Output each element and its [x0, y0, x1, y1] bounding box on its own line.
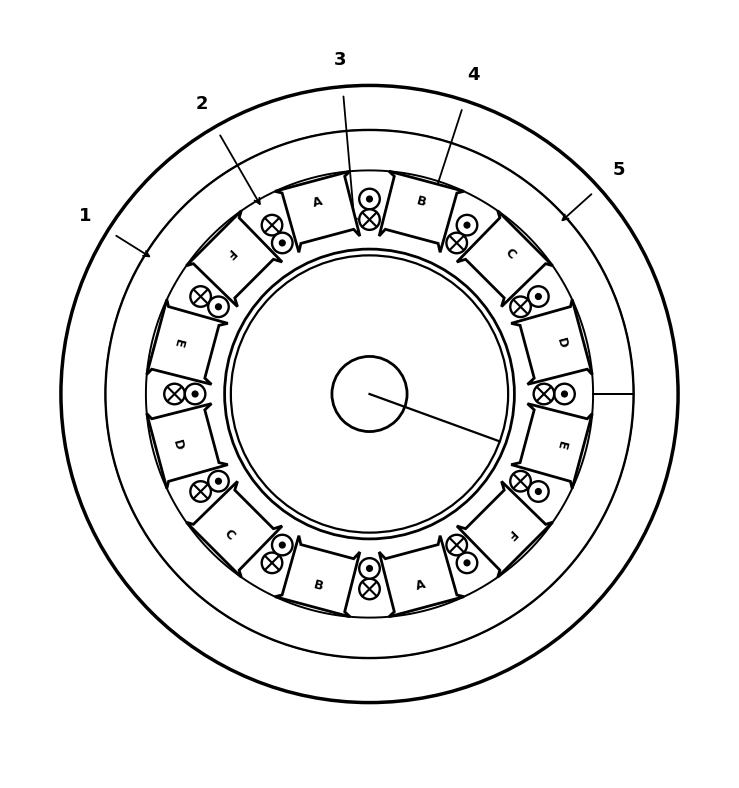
Text: D: D	[554, 336, 569, 349]
Polygon shape	[147, 299, 228, 385]
Circle shape	[191, 481, 211, 502]
Circle shape	[185, 384, 205, 404]
Text: A: A	[415, 578, 427, 593]
Circle shape	[216, 478, 222, 484]
Circle shape	[262, 215, 282, 236]
Circle shape	[528, 481, 548, 502]
Circle shape	[446, 232, 467, 253]
Polygon shape	[511, 299, 592, 385]
Text: 1: 1	[79, 207, 92, 225]
Circle shape	[262, 552, 282, 573]
Circle shape	[554, 384, 575, 404]
Text: 5: 5	[613, 161, 625, 179]
Circle shape	[536, 489, 541, 494]
Polygon shape	[379, 171, 464, 252]
Polygon shape	[457, 481, 553, 577]
Text: B: B	[312, 578, 324, 593]
Circle shape	[106, 130, 633, 658]
Polygon shape	[147, 403, 228, 489]
Circle shape	[528, 286, 548, 307]
Circle shape	[367, 566, 372, 571]
Circle shape	[208, 296, 229, 317]
Text: A: A	[312, 195, 324, 210]
Circle shape	[208, 471, 229, 492]
Circle shape	[359, 188, 380, 210]
Circle shape	[457, 552, 477, 573]
Circle shape	[279, 542, 285, 548]
Circle shape	[216, 304, 222, 310]
Circle shape	[510, 296, 531, 317]
Text: C: C	[502, 246, 518, 262]
Polygon shape	[186, 481, 282, 577]
Circle shape	[464, 560, 470, 566]
Circle shape	[534, 384, 554, 404]
Polygon shape	[457, 211, 553, 307]
Circle shape	[464, 222, 470, 228]
Text: F: F	[222, 246, 236, 261]
Polygon shape	[511, 403, 592, 489]
Polygon shape	[379, 536, 464, 617]
Text: F: F	[503, 527, 517, 542]
Text: E: E	[554, 440, 569, 452]
Circle shape	[359, 558, 380, 578]
Polygon shape	[106, 130, 633, 658]
Circle shape	[359, 210, 380, 230]
Circle shape	[536, 294, 541, 299]
Circle shape	[279, 240, 285, 246]
Circle shape	[446, 535, 467, 556]
Circle shape	[332, 356, 407, 432]
Text: 4: 4	[467, 66, 480, 84]
Polygon shape	[275, 536, 360, 617]
Circle shape	[225, 249, 514, 539]
Circle shape	[164, 384, 185, 404]
Circle shape	[61, 85, 678, 703]
Circle shape	[510, 471, 531, 492]
Circle shape	[359, 578, 380, 600]
Text: 2: 2	[196, 95, 208, 113]
Text: D: D	[170, 439, 185, 452]
Text: E: E	[170, 336, 185, 348]
Text: C: C	[221, 526, 237, 542]
Circle shape	[272, 232, 293, 253]
Circle shape	[272, 535, 293, 556]
Circle shape	[192, 391, 198, 397]
Text: B: B	[415, 195, 427, 210]
Circle shape	[191, 286, 211, 307]
Circle shape	[562, 391, 568, 397]
Text: 3: 3	[334, 51, 347, 69]
Circle shape	[367, 196, 372, 202]
Circle shape	[231, 255, 508, 533]
Polygon shape	[186, 211, 282, 307]
Circle shape	[457, 215, 477, 236]
Polygon shape	[275, 171, 360, 252]
